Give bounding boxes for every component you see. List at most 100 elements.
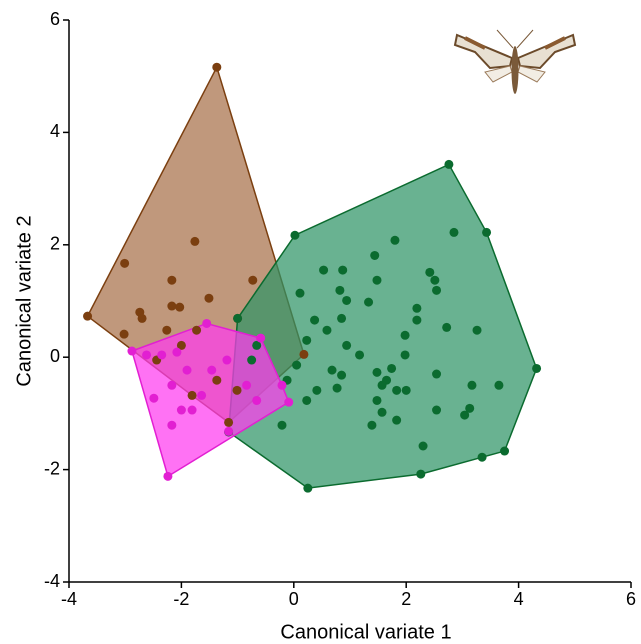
point [401, 350, 410, 359]
x-tick-label: -4 [61, 589, 77, 609]
point [460, 411, 469, 420]
point [224, 427, 233, 436]
point [482, 228, 491, 237]
point [277, 381, 286, 390]
point [167, 302, 176, 311]
moth-image [455, 30, 575, 94]
point [372, 276, 381, 285]
point [432, 370, 441, 379]
point [252, 396, 261, 405]
y-tick-label: -2 [44, 458, 60, 478]
point [412, 316, 421, 325]
point [149, 394, 158, 403]
point [192, 326, 201, 335]
point [412, 304, 421, 313]
point [372, 396, 381, 405]
point [473, 326, 482, 335]
point [188, 391, 197, 400]
point [449, 228, 458, 237]
point [302, 336, 311, 345]
point [127, 347, 136, 356]
point [175, 303, 184, 312]
hull [229, 164, 537, 488]
point [197, 391, 206, 400]
point [355, 350, 364, 359]
point [188, 406, 197, 415]
point [290, 231, 299, 240]
point [162, 326, 171, 335]
y-tick-label: 2 [50, 234, 60, 254]
point [202, 319, 211, 328]
point [167, 276, 176, 285]
chart: Canonical variate 1 Canonical variate 2 … [0, 0, 641, 644]
point [233, 386, 242, 395]
point [401, 331, 410, 340]
x-axis-title: Canonical variate 1 [280, 621, 451, 643]
point [444, 160, 453, 169]
point [378, 408, 387, 417]
point [338, 266, 347, 275]
point [333, 384, 342, 393]
point [328, 366, 337, 375]
point [163, 472, 172, 481]
point [302, 396, 311, 405]
point [432, 406, 441, 415]
point [167, 421, 176, 430]
point [247, 356, 256, 365]
point [367, 421, 376, 430]
point [120, 259, 129, 268]
point [319, 266, 328, 275]
x-tick-label: 0 [289, 589, 299, 609]
point [157, 350, 166, 359]
point [335, 286, 344, 295]
point [364, 298, 373, 307]
x-tick-label: 2 [401, 589, 411, 609]
point [183, 366, 192, 375]
point [532, 364, 541, 373]
point [500, 447, 509, 456]
y-tick-label: 6 [50, 9, 60, 29]
y-axis-title: Canonical variate 2 [13, 215, 35, 386]
point [256, 334, 265, 343]
point [299, 350, 308, 359]
point [494, 381, 503, 390]
x-tick-label: 6 [626, 589, 636, 609]
y-tick-label: 0 [50, 346, 60, 366]
point [322, 326, 331, 335]
point [295, 289, 304, 298]
x-tick-label: 4 [514, 589, 524, 609]
point [310, 316, 319, 325]
point [167, 381, 176, 390]
point [277, 421, 286, 430]
point [392, 386, 401, 395]
point [292, 361, 301, 370]
point [120, 330, 129, 339]
point [467, 381, 476, 390]
point [224, 418, 233, 427]
point [432, 286, 441, 295]
point [190, 237, 199, 246]
point [207, 366, 216, 375]
point [242, 381, 251, 390]
point [337, 314, 346, 323]
point [233, 314, 242, 323]
point [342, 296, 351, 305]
x-tick-label: -2 [173, 589, 189, 609]
point [416, 470, 425, 479]
y-tick-label: -4 [44, 571, 60, 591]
point [378, 381, 387, 390]
point [212, 376, 221, 385]
page: {"chart_data": {"type": "scatter", "xlab… [0, 0, 641, 644]
point [419, 441, 428, 450]
point [392, 416, 401, 425]
point [402, 386, 411, 395]
point [312, 386, 321, 395]
point [212, 63, 221, 72]
point [430, 276, 439, 285]
point [478, 453, 487, 462]
point [390, 236, 399, 245]
point [248, 276, 257, 285]
point [204, 294, 213, 303]
point [83, 312, 92, 321]
point [177, 406, 186, 415]
